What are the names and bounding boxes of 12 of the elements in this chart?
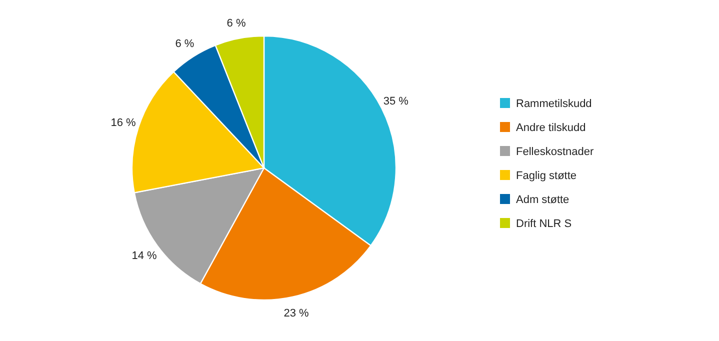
data-label: 35 %	[383, 96, 409, 108]
legend-label: Drift NLR S	[516, 218, 572, 230]
data-label: 23 %	[284, 307, 310, 320]
legend-label: Felleskostnader	[516, 146, 594, 158]
legend-label: Adm støtte	[516, 194, 570, 206]
data-label: 16 %	[110, 117, 136, 130]
legend-label: Rammetilskudd	[516, 98, 592, 110]
legend-label: Andre tilskudd	[516, 122, 586, 134]
data-label: 14 %	[132, 250, 158, 262]
legend-label: Faglig støtte	[516, 170, 577, 182]
data-label: 6 %	[226, 17, 246, 30]
data-label: 6 %	[175, 38, 194, 50]
